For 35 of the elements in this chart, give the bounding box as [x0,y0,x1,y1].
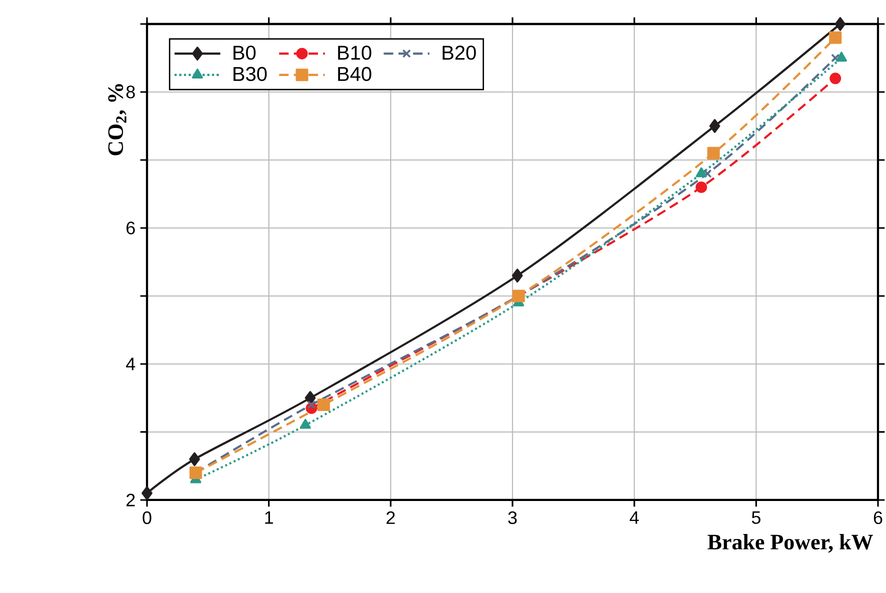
point [696,167,707,178]
point [707,146,720,160]
point [703,169,712,178]
legend-label: B0 [234,46,256,60]
point [142,486,152,500]
legend-label: B30 [234,66,267,82]
point [834,17,846,31]
x-tick-label: 3 [508,511,517,524]
y-axis-title: CO$_{2}$, % [108,84,126,156]
point [512,268,523,283]
point [709,119,720,133]
x-tick-label: 2 [386,511,395,524]
y-tick-label: 6 [126,222,135,234]
point [830,72,842,84]
y-tick-label: 8 [126,86,135,98]
point [307,400,316,410]
x-axis-title: Brake Power, kW [708,534,873,553]
point [317,398,330,412]
x-tick-label: 1 [265,511,273,524]
point [831,54,840,62]
y-tick-label: 2 [126,494,135,506]
x-tick-label: 4 [630,511,639,524]
point [829,31,842,44]
x-tick-label: 6 [874,511,882,524]
point [696,181,708,193]
point [304,391,316,405]
x-tick-label: 5 [752,511,760,524]
legend-label: B20 [442,46,476,60]
legend-label: B40 [338,66,372,82]
point [300,418,311,429]
point [189,452,200,466]
legend-label: B10 [338,46,372,60]
x-tick-label: 0 [142,511,152,524]
y-tick-label: 4 [126,358,136,370]
point [836,52,847,62]
